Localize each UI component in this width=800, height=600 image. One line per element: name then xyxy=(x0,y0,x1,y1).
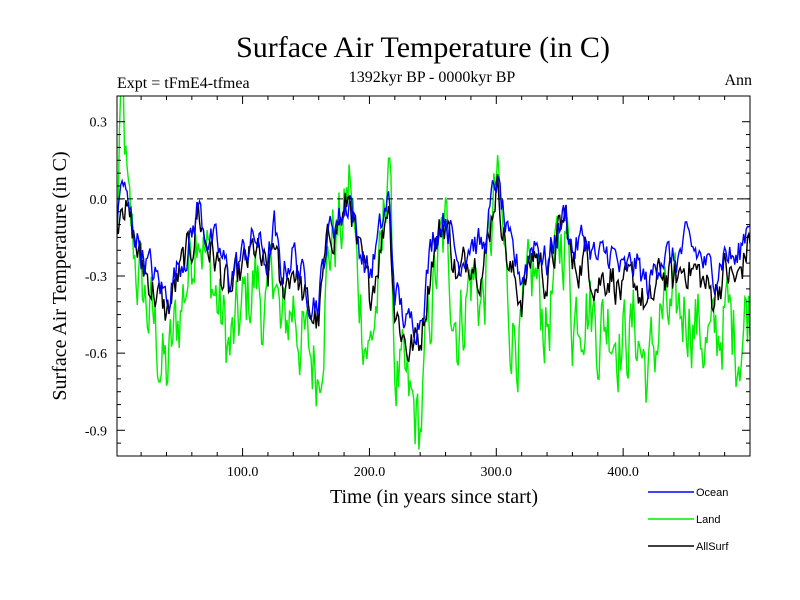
x-tick-label: 100.0 xyxy=(227,465,259,480)
y-tick-label: 0.0 xyxy=(90,193,108,208)
x-tick-label: 300.0 xyxy=(481,465,513,480)
y-tick-label: -0.6 xyxy=(85,347,107,362)
series-line-ocean xyxy=(117,175,750,346)
time-range-label: 1392kyr BP - 0000kyr BP xyxy=(349,69,516,86)
y-tick-label: 0.3 xyxy=(90,116,108,131)
legend-label-ocean: Ocean xyxy=(696,487,728,499)
experiment-label: Expt = tFmE4-tfmea xyxy=(117,75,250,92)
series-line-allsurf xyxy=(117,174,750,363)
x-tick-label: 200.0 xyxy=(354,465,386,480)
legend: Ocean Land AllSurf xyxy=(648,487,729,553)
plot-area xyxy=(117,96,750,450)
legend-label-allsurf: AllSurf xyxy=(696,541,729,553)
y-tick-label: -0.3 xyxy=(85,270,107,285)
x-tick-label: 400.0 xyxy=(607,465,639,480)
legend-label-land: Land xyxy=(696,514,720,526)
chart-title: Surface Air Temperature (in C) xyxy=(236,31,610,64)
season-label: Ann xyxy=(724,72,752,89)
x-axis-label: Time (in years since start) xyxy=(330,486,538,508)
y-tick-label: -0.9 xyxy=(85,424,107,439)
y-axis-label: Surface Air Temperature (in C) xyxy=(49,151,71,400)
axes: 0.3 0.0 -0.3 -0.6 -0.9 100.0 200.0 300.0 400.0 xyxy=(85,95,751,480)
